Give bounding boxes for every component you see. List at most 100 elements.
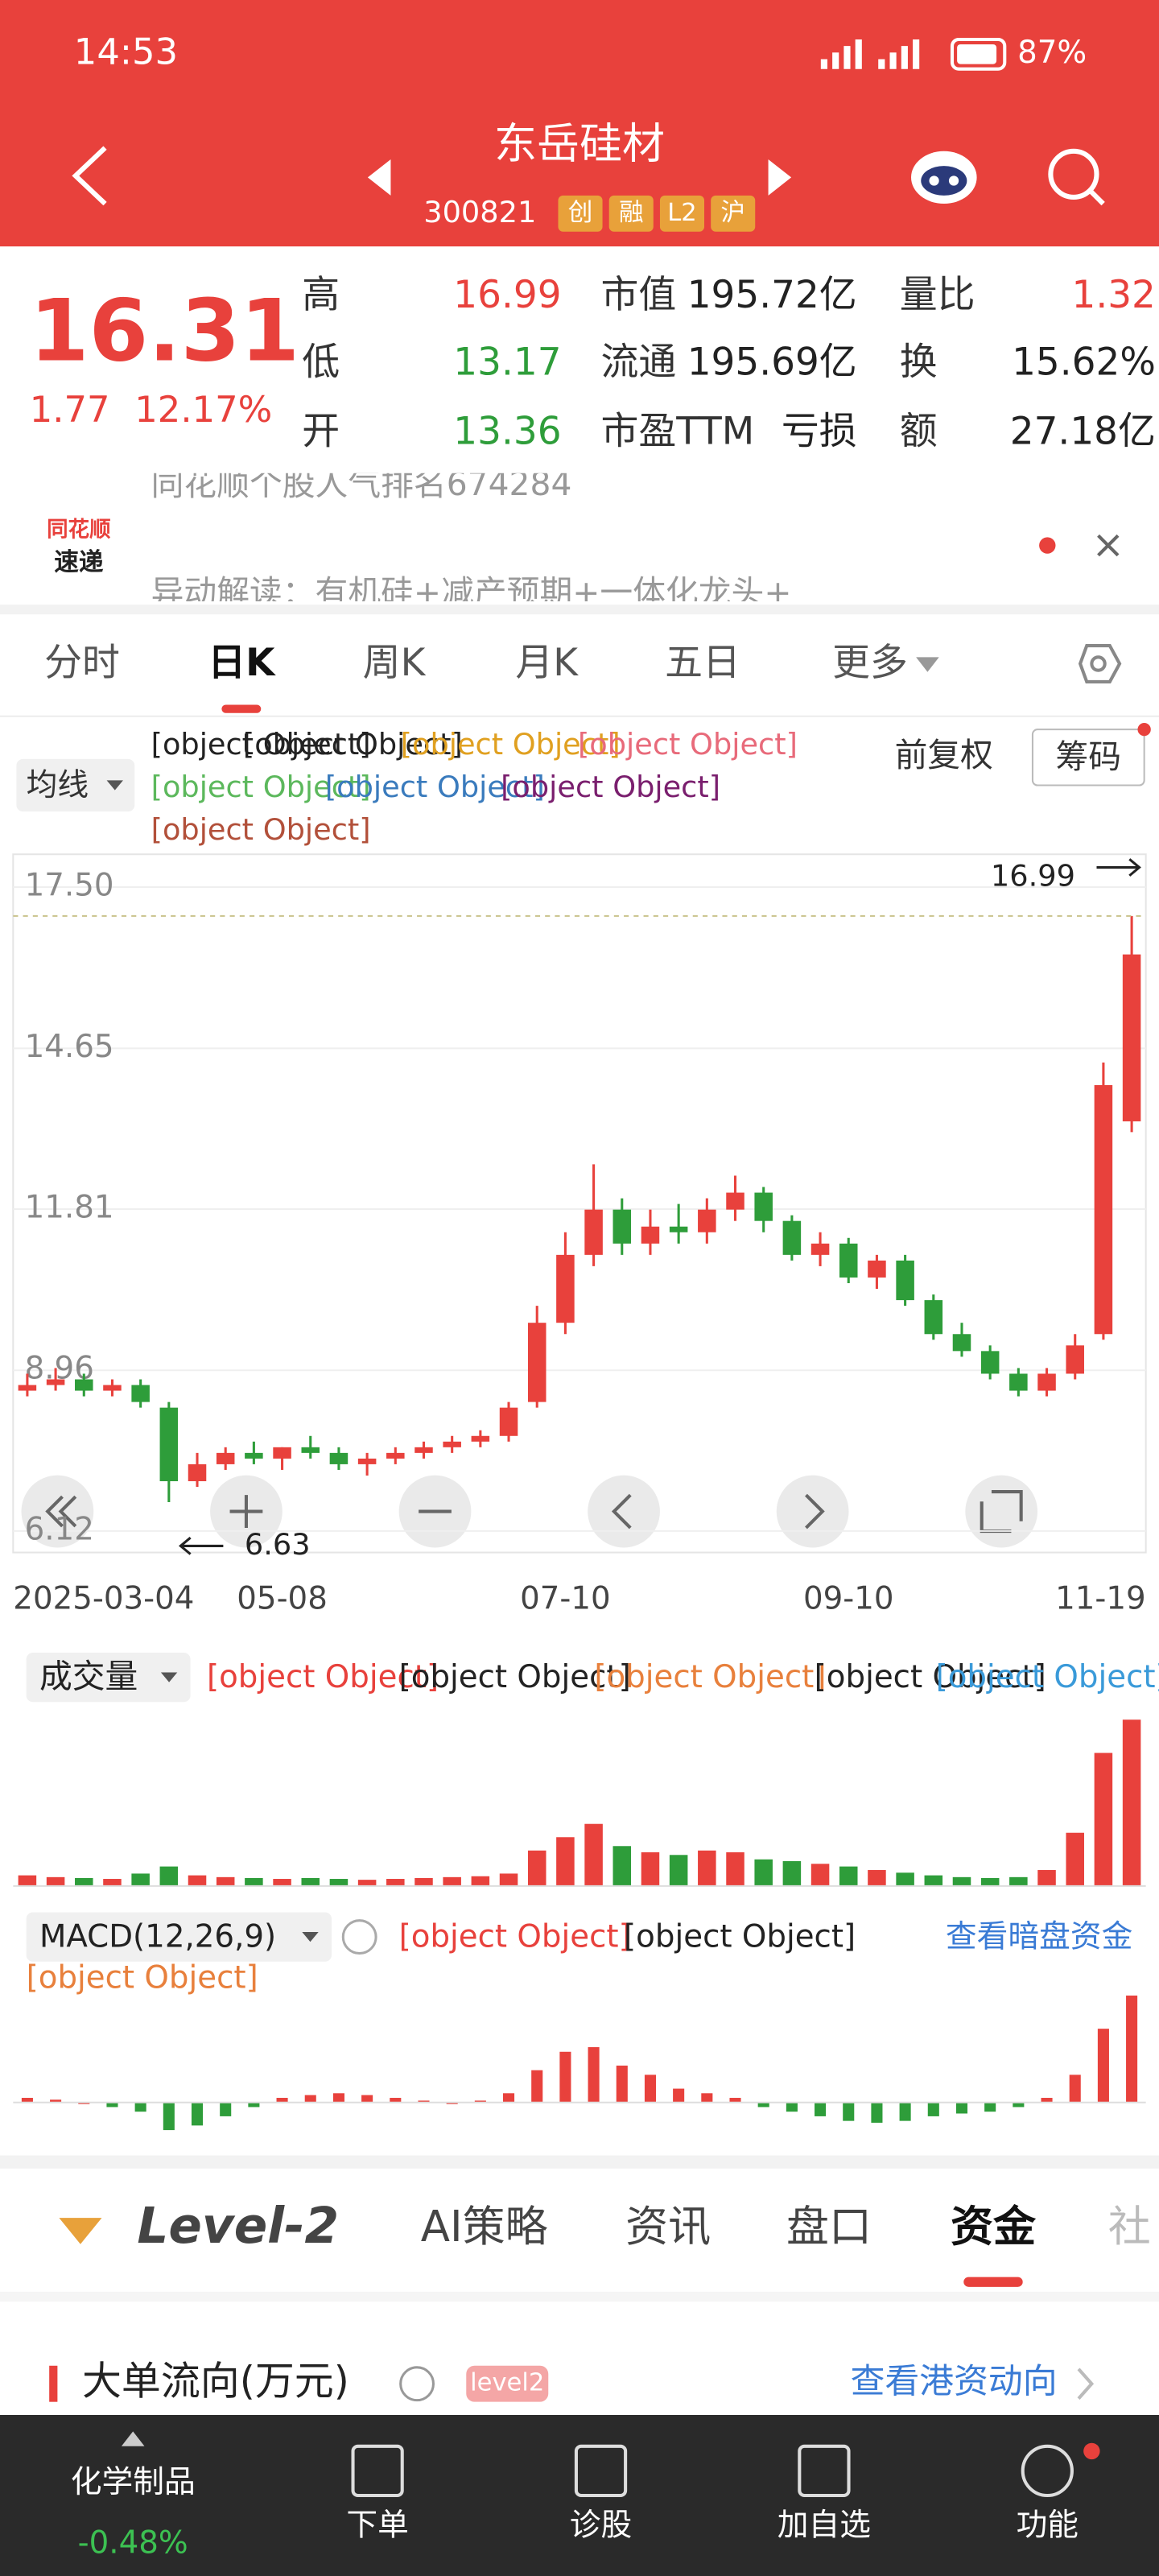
macd-bar [50, 2099, 62, 2103]
stat-value: 195.72亿 [687, 273, 857, 317]
tab-underline [963, 2277, 1023, 2287]
bottom-tab[interactable]: AI策略 [421, 2202, 548, 2252]
stat-value: 亏损 [782, 409, 857, 453]
macd-bar [390, 2098, 402, 2103]
volume-legend: [object Object] [399, 1659, 631, 1695]
section-title: 大单流向(万元) [82, 2359, 349, 2405]
volume-bar [18, 1875, 37, 1886]
macd-bar [616, 2065, 628, 2103]
tab[interactable]: 分时 [44, 641, 120, 685]
nav-icon[interactable] [574, 2444, 628, 2498]
candle-body [273, 1447, 291, 1459]
back-button[interactable] [72, 146, 107, 206]
candle-body [18, 1385, 37, 1391]
tab[interactable]: 周K [363, 641, 427, 685]
volume-bar [159, 1866, 179, 1886]
search-icon[interactable] [1048, 148, 1105, 206]
zoom-button[interactable] [776, 1475, 849, 1548]
expand-caret[interactable] [121, 2431, 145, 2446]
macd-bar [815, 2102, 827, 2116]
nav-icon[interactable] [798, 2444, 851, 2498]
candle-body [1122, 954, 1141, 1121]
high-arrow [1096, 858, 1141, 877]
volume-bar [810, 1864, 830, 1886]
next-stock[interactable] [768, 159, 792, 196]
macd-bar [220, 2102, 232, 2116]
help-icon[interactable] [341, 1919, 377, 1955]
x-tick-label: 05-08 [237, 1580, 328, 1616]
volume-bar [612, 1846, 632, 1886]
zoom-button[interactable] [965, 1475, 1038, 1548]
volume-bar [75, 1877, 93, 1886]
section-link[interactable]: 查看港资动向 [851, 2362, 1058, 2402]
candle-body [499, 1407, 518, 1436]
settings-icon[interactable] [1078, 644, 1122, 683]
macd-bar [927, 2102, 939, 2116]
news-strip[interactable]: 同花顺个股人气排名674284 异动解读：有机硅+减产预期+一体化龙头+ [151, 464, 792, 612]
indicator-select[interactable] [16, 758, 135, 812]
candle-body [131, 1385, 150, 1402]
candle-body [245, 1452, 263, 1459]
bottom-tab[interactable]: Level-2 [137, 2198, 339, 2255]
badge-text: 创 [568, 199, 593, 227]
sector-name[interactable]: 化学制品 [71, 2464, 196, 2500]
bottom-tab[interactable]: 资讯 [625, 2202, 711, 2252]
macd-select[interactable] [26, 1912, 332, 1962]
nav-icon[interactable] [1021, 2444, 1074, 2498]
candle-body [103, 1385, 122, 1391]
volume-bar [527, 1850, 547, 1886]
macd-link[interactable]: 查看暗盘资金 [946, 1919, 1132, 1955]
volume-bar [1037, 1870, 1056, 1886]
volume-bar [245, 1877, 263, 1886]
candle-body [952, 1334, 971, 1352]
bottom-tab[interactable]: 盘口 [786, 2202, 872, 2252]
nav-icon[interactable] [351, 2444, 404, 2498]
volume-bar [1122, 1719, 1141, 1886]
zoom-button[interactable] [588, 1475, 660, 1548]
macd-bar [531, 2070, 543, 2103]
stat-value: 27.18亿 [1010, 409, 1156, 453]
tab[interactable]: 更多 [832, 641, 908, 685]
volume-legend: [object Object] [207, 1659, 439, 1695]
stat-label: 低 [302, 341, 340, 385]
chips-button[interactable] [1031, 729, 1145, 786]
unread-dot [1039, 537, 1056, 554]
candle-body [386, 1452, 405, 1459]
section-marker [49, 2365, 58, 2402]
stat-label: 流通 [601, 341, 677, 385]
info-icon[interactable] [399, 2366, 435, 2402]
candle-body [782, 1220, 802, 1255]
bottom-tab[interactable]: 社 [1108, 2202, 1151, 2252]
chart-frame [12, 853, 1147, 1554]
macd-bar [1013, 2102, 1025, 2107]
nav-label[interactable]: 加自选 [777, 2507, 871, 2543]
tab[interactable]: 五日 [665, 641, 740, 685]
candle-body [1009, 1373, 1028, 1391]
tab[interactable]: 日K [208, 641, 276, 685]
macd-bar [729, 2098, 741, 2103]
macd-bar [757, 2102, 769, 2107]
candle-body [527, 1323, 547, 1402]
divider [0, 605, 1159, 615]
volume-bar [443, 1876, 461, 1886]
candle-body [839, 1243, 858, 1278]
dropdown-caret [106, 780, 123, 791]
zoom-button[interactable] [21, 1475, 94, 1548]
volume-bar [896, 1872, 914, 1886]
news-line: 同花顺个股人气排名674284 [151, 464, 572, 503]
y-tick-label: 14.65 [25, 1029, 114, 1065]
nav-label[interactable]: 功能 [1017, 2507, 1079, 2543]
tab[interactable]: 月K [515, 641, 579, 685]
adjust-mode[interactable]: 前复权 [895, 736, 993, 774]
close-news[interactable] [1097, 534, 1120, 557]
bottom-tab[interactable]: 资金 [951, 2202, 1037, 2252]
badge [558, 195, 603, 232]
ma-legend: [object Object] [401, 727, 621, 762]
robot-icon[interactable] [911, 151, 977, 204]
nav-label[interactable]: 诊股 [570, 2507, 632, 2543]
volume-select[interactable] [26, 1653, 191, 1703]
nav-label[interactable]: 下单 [346, 2507, 408, 2543]
logo-text: 速递 [54, 548, 104, 576]
prev-stock[interactable] [367, 159, 391, 196]
candle-body [669, 1226, 688, 1232]
